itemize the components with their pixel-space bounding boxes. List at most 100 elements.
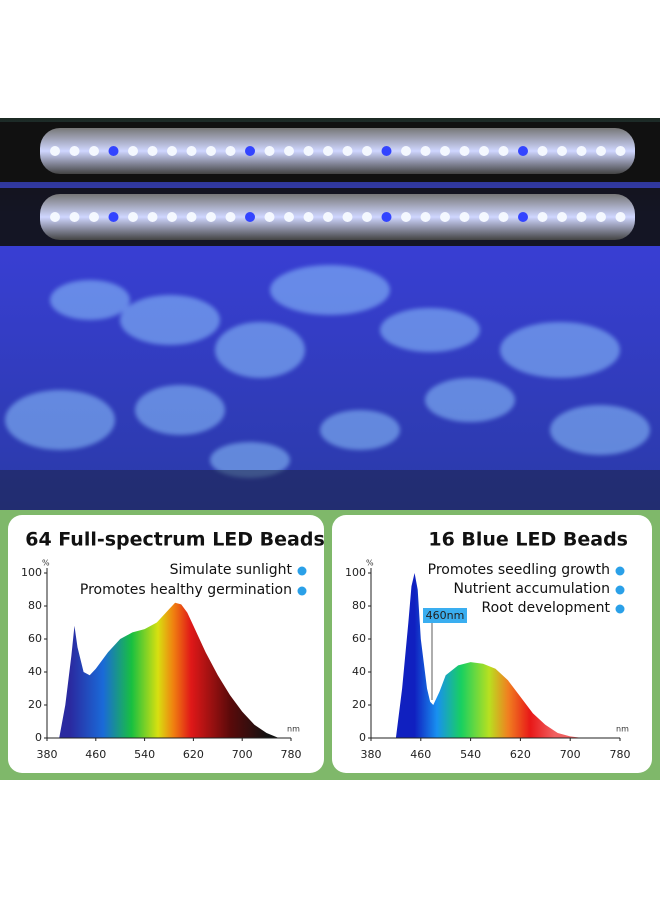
led bbox=[167, 212, 177, 222]
led bbox=[537, 212, 548, 222]
led bbox=[615, 212, 626, 222]
led bbox=[518, 212, 528, 222]
seedlings bbox=[5, 265, 650, 478]
led bbox=[50, 212, 60, 222]
y-tick-label: 20 bbox=[352, 698, 366, 711]
led bbox=[206, 212, 216, 222]
y-unit: % bbox=[366, 559, 374, 568]
y-tick-label: 80 bbox=[352, 599, 366, 612]
bullet bbox=[615, 585, 625, 595]
led bbox=[420, 146, 431, 156]
tray bbox=[0, 470, 660, 510]
led bbox=[303, 212, 314, 222]
x-tick-label: 540 bbox=[134, 748, 155, 761]
led bbox=[381, 146, 392, 156]
led bbox=[323, 212, 333, 222]
x-unit: nm bbox=[616, 725, 629, 734]
led bbox=[323, 146, 333, 156]
led bbox=[518, 146, 528, 156]
y-tick-label: 0 bbox=[35, 731, 42, 744]
led bbox=[557, 212, 567, 222]
x-tick-label: 700 bbox=[232, 748, 253, 761]
x-unit: nm bbox=[287, 725, 300, 734]
led bbox=[479, 212, 489, 222]
led bbox=[147, 212, 158, 222]
led bbox=[167, 146, 177, 156]
led bbox=[498, 212, 509, 222]
led bbox=[108, 146, 119, 156]
led bbox=[225, 212, 236, 222]
led bbox=[362, 146, 372, 156]
callout-label: 460nm bbox=[426, 609, 465, 622]
led bbox=[186, 212, 197, 222]
led bbox=[440, 146, 450, 156]
x-tick-label: 380 bbox=[37, 748, 58, 761]
led bbox=[576, 212, 587, 222]
y-tick-label: 60 bbox=[28, 632, 42, 645]
led bbox=[420, 212, 431, 222]
led bbox=[128, 212, 138, 222]
led bbox=[596, 212, 606, 222]
led bbox=[50, 146, 60, 156]
led bbox=[284, 212, 294, 222]
led bbox=[245, 146, 255, 156]
led bbox=[264, 212, 275, 222]
led bbox=[381, 212, 392, 222]
feature-text: Nutrient accumulation bbox=[453, 581, 610, 597]
bullet bbox=[615, 604, 625, 614]
callout-box bbox=[423, 608, 467, 623]
led bbox=[479, 146, 489, 156]
led bbox=[128, 146, 138, 156]
led bbox=[401, 146, 411, 156]
led bbox=[303, 146, 314, 156]
led bbox=[342, 146, 353, 156]
feature-text: Promotes seedling growth bbox=[428, 562, 610, 578]
led bbox=[245, 212, 255, 222]
x-tick-label: 620 bbox=[510, 748, 531, 761]
led bbox=[147, 146, 158, 156]
bullet bbox=[297, 586, 307, 596]
bullet bbox=[297, 566, 307, 576]
feature-text: Simulate sunlight bbox=[170, 562, 293, 578]
y-tick-label: 40 bbox=[28, 665, 42, 678]
led bbox=[459, 212, 470, 222]
led bbox=[537, 146, 548, 156]
led bbox=[108, 212, 119, 222]
x-tick-label: 780 bbox=[281, 748, 302, 761]
y-tick-label: 40 bbox=[352, 665, 366, 678]
led bbox=[284, 146, 294, 156]
led bbox=[615, 146, 626, 156]
led bbox=[362, 212, 372, 222]
led bbox=[89, 146, 99, 156]
led bbox=[459, 146, 470, 156]
x-tick-label: 460 bbox=[85, 748, 106, 761]
x-tick-label: 460 bbox=[410, 748, 431, 761]
spectrum-area bbox=[59, 602, 279, 738]
y-tick-label: 20 bbox=[28, 698, 42, 711]
card-title: 16 Blue LED Beads bbox=[428, 529, 628, 551]
led bbox=[596, 146, 606, 156]
y-unit: % bbox=[42, 559, 50, 568]
led bbox=[264, 146, 275, 156]
y-tick-label: 60 bbox=[352, 632, 366, 645]
x-tick-label: 780 bbox=[610, 748, 631, 761]
lamps bbox=[0, 122, 660, 246]
led bbox=[186, 146, 197, 156]
y-tick-label: 100 bbox=[345, 566, 366, 579]
y-tick-label: 100 bbox=[21, 566, 42, 579]
x-tick-label: 700 bbox=[560, 748, 581, 761]
led bbox=[440, 212, 450, 222]
led bbox=[557, 146, 567, 156]
y-tick-label: 0 bbox=[359, 731, 366, 744]
feature-text: Promotes healthy germination bbox=[80, 582, 292, 598]
x-tick-label: 380 bbox=[361, 748, 382, 761]
x-tick-label: 620 bbox=[183, 748, 204, 761]
led bbox=[206, 146, 216, 156]
led bbox=[576, 146, 587, 156]
led bbox=[401, 212, 411, 222]
y-tick-label: 80 bbox=[28, 599, 42, 612]
led bbox=[69, 212, 80, 222]
led bbox=[89, 212, 99, 222]
